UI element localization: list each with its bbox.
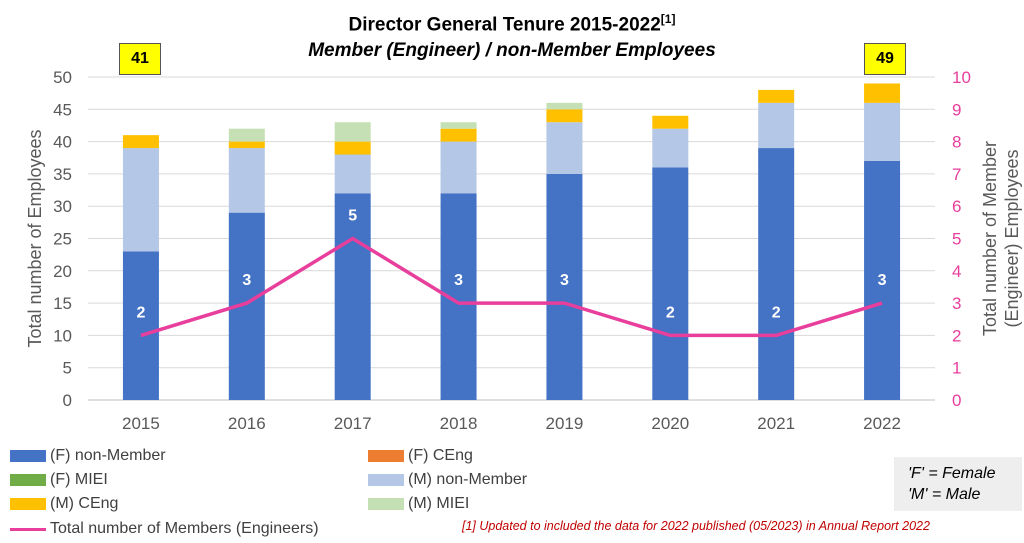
y-tick-label: 35 bbox=[53, 165, 72, 184]
bar-m-non-member bbox=[758, 102, 795, 149]
y2-tick-label: 7 bbox=[952, 165, 961, 184]
bar-f-non-member bbox=[546, 173, 583, 400]
x-tick-label: 2019 bbox=[546, 414, 584, 433]
bar-m-ceng bbox=[864, 83, 901, 103]
y2-tick-label: 2 bbox=[952, 326, 961, 345]
gender-key: 'F' = Female 'M' = Male bbox=[894, 457, 1022, 511]
bar-f-non-member bbox=[864, 160, 901, 400]
y2-axis-label-line1: Total number of Member bbox=[980, 141, 1000, 336]
members-data-label: 3 bbox=[454, 272, 463, 289]
y-tick-label: 50 bbox=[53, 68, 72, 87]
y-axis-label: Total number of Employees bbox=[25, 129, 45, 347]
y2-tick-label: 10 bbox=[952, 68, 971, 87]
bar-m-miei bbox=[440, 122, 477, 129]
members-data-label: 2 bbox=[772, 304, 781, 321]
y2-tick-label: 8 bbox=[952, 133, 961, 152]
bar-m-non-member bbox=[122, 148, 159, 252]
bar-m-non-member bbox=[228, 148, 265, 213]
y-tick-label: 45 bbox=[53, 100, 72, 119]
bar-f-non-member bbox=[334, 193, 371, 400]
bar-f-non-member bbox=[758, 148, 795, 400]
legend-members-line: Total number of Members (Engineers) bbox=[10, 520, 319, 538]
y2-tick-label: 0 bbox=[952, 391, 961, 410]
bar-m-non-member bbox=[864, 102, 901, 161]
y2-tick-label: 3 bbox=[952, 294, 961, 313]
bar-m-miei bbox=[228, 128, 265, 142]
members-data-label: 3 bbox=[560, 272, 569, 289]
bar-m-non-member bbox=[652, 128, 689, 168]
legend-m-nonmember: (M) non-Member bbox=[368, 471, 527, 489]
y-tick-label: 40 bbox=[53, 133, 72, 152]
x-tick-label: 2020 bbox=[651, 414, 689, 433]
bar-f-non-member bbox=[122, 251, 159, 400]
bar-m-ceng bbox=[228, 141, 265, 149]
y2-tick-label: 6 bbox=[952, 197, 961, 216]
bar-m-non-member bbox=[546, 122, 583, 174]
y2-tick-label: 9 bbox=[952, 100, 961, 119]
bar-f-non-member bbox=[652, 167, 689, 400]
legend-f-ceng: (F) CEng bbox=[368, 447, 473, 465]
y-tick-label: 5 bbox=[63, 359, 72, 378]
members-line bbox=[140, 236, 883, 338]
bar-m-ceng bbox=[440, 128, 477, 142]
bar-m-non-member bbox=[440, 141, 477, 194]
bar-m-ceng bbox=[334, 141, 371, 155]
footnote: [1] Updated to included the data for 202… bbox=[462, 519, 930, 533]
x-tick-label: 2022 bbox=[863, 414, 901, 433]
y2-tick-label: 4 bbox=[952, 262, 961, 281]
bar-m-ceng bbox=[652, 115, 689, 129]
legend-f-miei: (F) MIEI bbox=[10, 471, 108, 489]
members-data-label: 2 bbox=[666, 304, 675, 321]
x-tick-label: 2021 bbox=[757, 414, 795, 433]
bar-m-miei bbox=[334, 122, 371, 142]
y-tick-label: 30 bbox=[53, 197, 72, 216]
chart-subtitle: Member (Engineer) / non-Member Employees bbox=[308, 40, 716, 61]
members-data-label: 3 bbox=[242, 272, 251, 289]
callout-2015: 41 bbox=[119, 43, 161, 75]
bar-m-miei bbox=[546, 102, 583, 110]
y-tick-label: 10 bbox=[53, 326, 72, 345]
x-tick-label: 2016 bbox=[228, 414, 266, 433]
bar-m-ceng bbox=[122, 135, 159, 149]
y-tick-label: 0 bbox=[63, 391, 72, 410]
x-tick-label: 2018 bbox=[440, 414, 478, 433]
callout-2022: 49 bbox=[864, 43, 906, 75]
y-tick-label: 15 bbox=[53, 294, 72, 313]
members-data-label: 5 bbox=[348, 208, 357, 225]
members-data-label: 2 bbox=[136, 304, 145, 321]
x-tick-label: 2015 bbox=[122, 414, 160, 433]
legend-f-nonmember: (F) non-Member bbox=[10, 447, 166, 465]
y2-tick-label: 5 bbox=[952, 230, 961, 249]
members-data-label: 3 bbox=[878, 272, 887, 289]
chart-title: Director General Tenure 2015-2022[1] bbox=[348, 12, 676, 36]
bar-m-ceng bbox=[546, 109, 583, 123]
legend-m-miei: (M) MIEI bbox=[368, 495, 469, 513]
y-tick-label: 20 bbox=[53, 262, 72, 281]
legend-m-ceng: (M) CEng bbox=[10, 495, 118, 513]
y2-tick-label: 1 bbox=[952, 359, 961, 378]
y2-axis-label-line2: (Engineer) Employees bbox=[1002, 149, 1022, 327]
bar-m-ceng bbox=[758, 89, 795, 103]
x-tick-label: 2017 bbox=[334, 414, 372, 433]
bar-m-non-member bbox=[334, 154, 371, 194]
y-tick-label: 25 bbox=[53, 230, 72, 249]
